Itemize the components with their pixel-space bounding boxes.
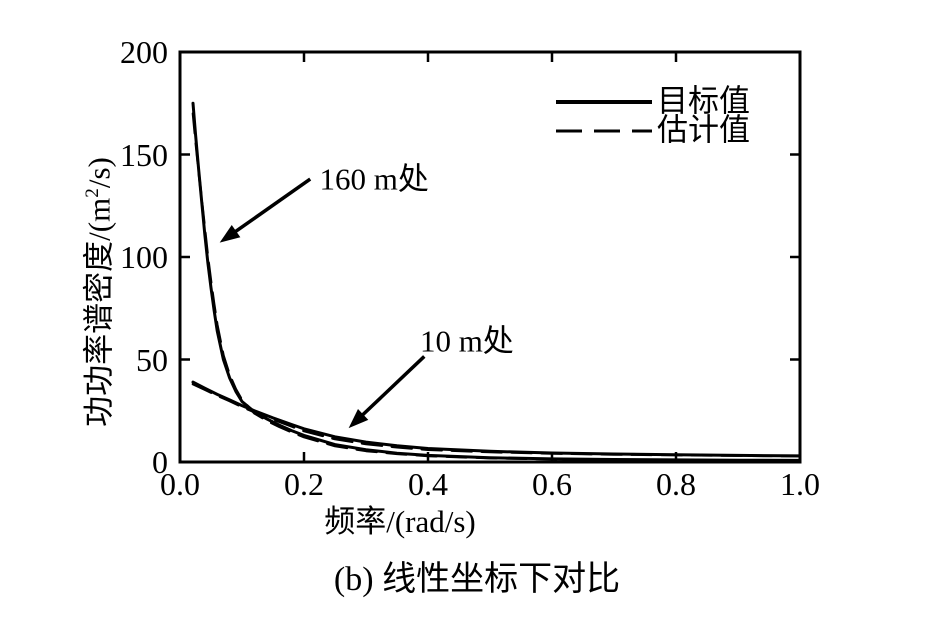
y-axis-label-unit: /s): [81, 157, 117, 189]
x-tick-label: 0.4: [408, 466, 448, 502]
legend-label-estimate: 估计值: [657, 112, 750, 148]
y-tick-label: 50: [136, 341, 168, 378]
y-axis-label-superscript: 2: [82, 188, 104, 198]
y-tick-label: 0: [152, 444, 168, 480]
series-160m-estimate: [191, 112, 802, 462]
series-10m-target: [191, 380, 802, 458]
annotation-arrow-line: [231, 177, 312, 235]
y-tick-label: 150: [120, 136, 168, 173]
y-tick-label: 100: [120, 239, 168, 275]
y-axis-label: 功功率谱密度/(m2/s): [74, 157, 119, 427]
x-axis-label: 频率/(rad/s): [324, 504, 476, 539]
figure-caption: (b) 线性坐标下对比: [333, 561, 621, 598]
legend-label-target: 目标值: [657, 83, 750, 119]
y-axis-label-text: 功功率谱密度/(m: [81, 197, 117, 427]
x-tick-label: 0.8: [656, 466, 696, 502]
series-160m-target: [191, 101, 802, 462]
annotation-160m: 160 m处: [319, 161, 429, 197]
x-tick-label: 1.0: [780, 466, 820, 502]
y-tick-label: 200: [120, 34, 168, 70]
x-tick-label: 0.6: [532, 466, 572, 502]
annotation-arrowhead-icon: [219, 225, 241, 243]
annotation-arrow-line: [359, 355, 426, 419]
annotation-10m: 10 m处: [419, 323, 514, 359]
x-tick-label: 0.2: [284, 466, 324, 502]
series-10m-estimate: [191, 382, 802, 458]
annotation-arrowhead-icon: [348, 408, 369, 429]
x-tick-label: 0.0: [160, 466, 200, 502]
